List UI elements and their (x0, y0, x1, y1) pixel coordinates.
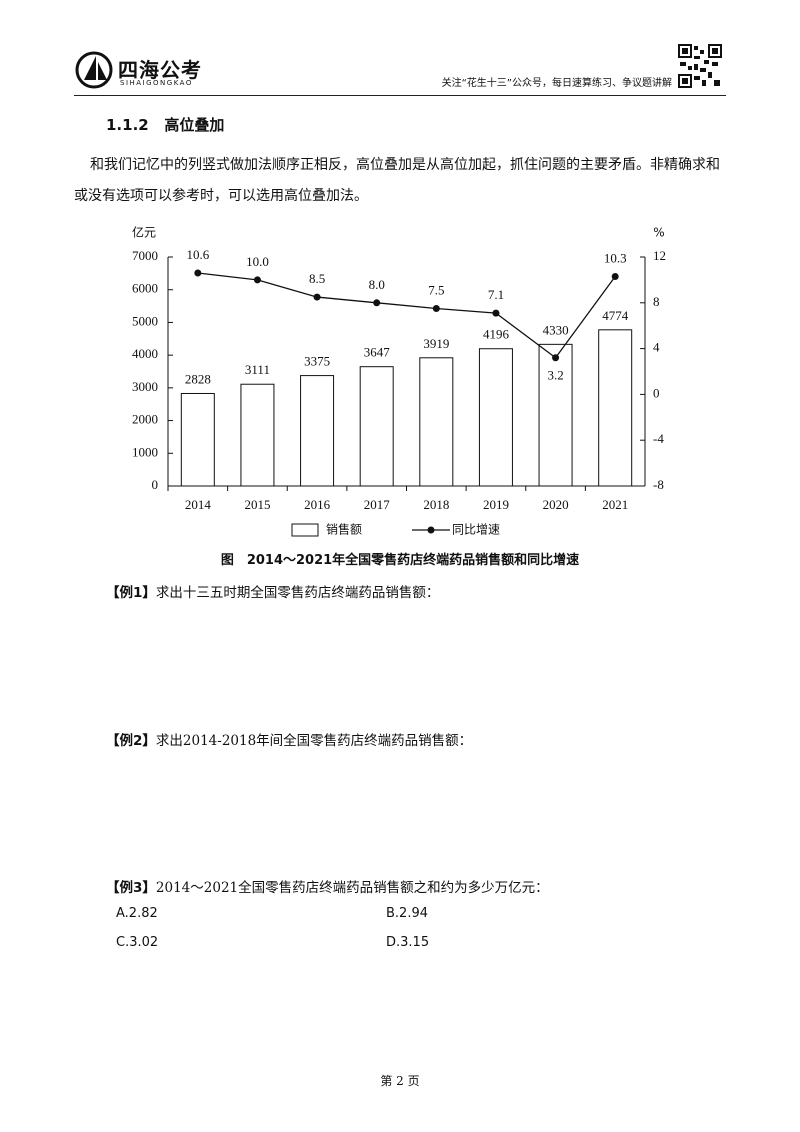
logo-sub: SIHAIGONGKAO (120, 79, 193, 87)
y-axis-label: 亿元 (132, 225, 156, 240)
legend-swatch (427, 526, 435, 534)
line-point (492, 309, 500, 317)
example-label: 【例2】 (106, 733, 156, 749)
line-value-label: 7.5 (428, 283, 444, 298)
header-rule (74, 95, 726, 96)
example: 【例3】2014～2021全国零售药店终端药品销售额之和约为多少万亿元： (106, 876, 549, 896)
section-heading: 1.1.2 高位叠加 (106, 114, 224, 135)
bar-value-label: 2828 (185, 371, 211, 386)
bar (180, 392, 215, 487)
example-text: 求出十三五时期全国零售药店终端药品销售额： (155, 585, 440, 601)
line-point (373, 299, 381, 307)
option: A.2.82 (116, 906, 158, 921)
x-tick-label: 2014 (185, 497, 212, 512)
example-text: 求出2014-2018年间全国零售药店终端药品销售额： (155, 733, 473, 749)
bar-value-label: 4774 (602, 308, 629, 323)
example-text: 2014～2021全国零售药店终端药品销售额之和约为多少万亿元： (155, 880, 549, 896)
x-tick-label: 2020 (543, 497, 569, 512)
example: 【例2】求出2014-2018年间全国零售药店终端药品销售额： (106, 729, 472, 749)
y2-tick-label: 0 (653, 385, 660, 400)
logo-icon (75, 51, 113, 89)
legend-swatch (291, 523, 319, 537)
y-tick-label: 4000 (132, 346, 158, 361)
option: D.3.15 (386, 935, 430, 950)
chart: 亿元 % 0 1000 2000 3000 4000 5000 6000 7000 -8 -4 0 4 8 1… (132, 225, 666, 537)
example: 【例1】求出十三五时期全国零售药店终端药品销售额： (106, 581, 439, 601)
bar (598, 329, 633, 487)
section-title: 高位叠加 (164, 116, 225, 134)
bar-value-label: 3111 (245, 362, 270, 377)
line-value-label: 8.5 (309, 271, 325, 286)
y-tick-label: 6000 (132, 281, 158, 296)
line (197, 272, 616, 359)
y2-tick-label: -4 (653, 431, 664, 446)
y2-tick-label: 8 (653, 294, 660, 309)
y-tick-label: 0 (152, 477, 159, 492)
line-point (552, 354, 560, 362)
line-value-label: 8.0 (369, 277, 385, 292)
line-point (313, 293, 321, 301)
y2-tick-label: -8 (653, 477, 664, 492)
y-tick-label: 3000 (132, 379, 158, 394)
y2-axis-label: % (653, 226, 664, 240)
option: C.3.02 (116, 935, 159, 950)
chart-title: 图 2014～2021年全国零售药店终端药品销售额和同比增速 (220, 553, 580, 568)
bar (300, 375, 335, 487)
x-tick-label: 2017 (364, 497, 391, 512)
example-label: 【例3】 (106, 880, 156, 896)
bar (478, 348, 513, 487)
bar (538, 343, 573, 487)
line-value-label: 10.6 (186, 247, 209, 262)
bar-value-label: 3647 (364, 345, 391, 360)
section-number: 1.1.2 (106, 116, 149, 134)
y-tick-label: 5000 (132, 313, 158, 328)
legend-label: 同比增速 (452, 523, 500, 537)
bar-value-label: 4330 (543, 322, 569, 337)
example-label: 【例1】 (106, 585, 156, 601)
line-value-label: 10.3 (604, 250, 627, 265)
logo-text: 四海公考 (118, 58, 202, 82)
y-tick-label: 7000 (132, 248, 158, 263)
bar-value-label: 3919 (423, 336, 449, 351)
bar-value-label: 3375 (304, 354, 330, 369)
line-point (253, 276, 261, 284)
qr-code (678, 44, 722, 88)
bar-value-label: 4196 (483, 327, 510, 342)
page-footer: 第 2 页 (380, 1074, 420, 1088)
y-tick-label: 2000 (132, 412, 158, 427)
line-point (432, 305, 440, 313)
bar (240, 383, 275, 487)
legend-label: 销售额 (326, 522, 362, 537)
y-tick-label: 1000 (132, 444, 158, 459)
line-value-label: 10.0 (246, 254, 269, 269)
bar (419, 357, 454, 487)
header-note: 关注“花生十三”公众号，每日速算练习、争议题讲解 (441, 78, 672, 89)
line-value-label: 7.1 (488, 287, 504, 302)
line-point (611, 272, 619, 280)
line-value-label: 3.2 (547, 368, 563, 383)
x-tick-label: 2015 (244, 497, 270, 512)
line-point (194, 269, 202, 277)
bar (359, 366, 394, 487)
option: B.2.94 (386, 906, 428, 921)
y2-tick-label: 12 (653, 248, 666, 263)
y2-tick-label: 4 (653, 340, 660, 355)
x-tick-label: 2019 (483, 497, 509, 512)
x-tick-label: 2021 (602, 497, 628, 512)
x-tick-label: 2016 (304, 497, 331, 512)
x-tick-label: 2018 (423, 497, 449, 512)
paragraph: 和我们记忆中的列竖式做加法顺序正相反，高位叠加是从高位加起，抓住问题的主要矛盾。… (74, 157, 720, 204)
